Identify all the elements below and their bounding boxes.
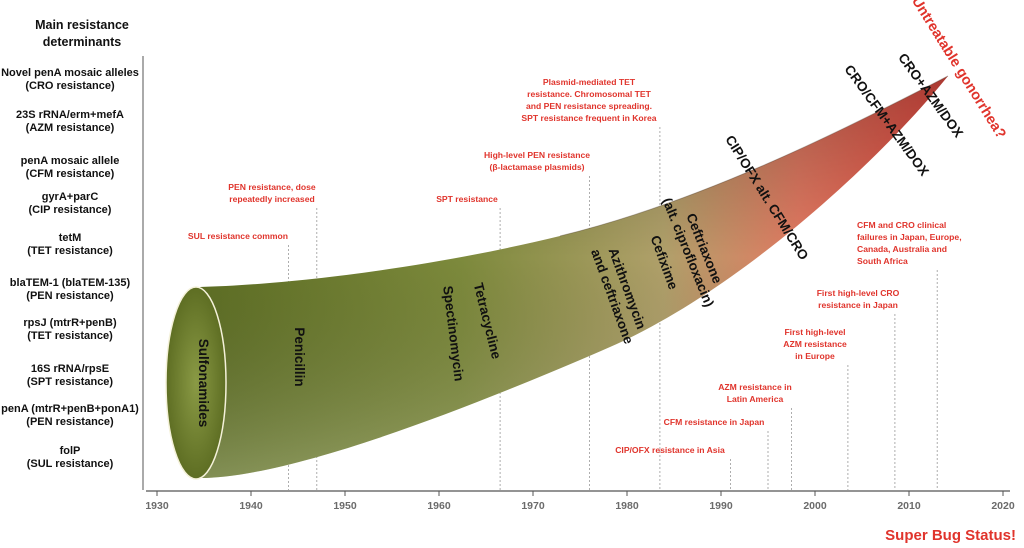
determinants-title-line2: determinants — [43, 35, 122, 49]
drug-label-penicillin: Penicillin — [292, 327, 307, 386]
event-annotation-line: Plasmid-mediated TET — [543, 77, 636, 87]
determinant-name: tetM — [59, 232, 82, 244]
year-tick-label: 1930 — [145, 500, 169, 512]
event-annotation-line: South Africa — [857, 256, 908, 266]
determinants-column: Main resistance determinants Novel penA … — [1, 18, 139, 470]
year-tick-label: 1990 — [709, 500, 733, 512]
determinant-name: 23S rRNA/erm+mefA — [16, 109, 124, 121]
drug-label-sulfonamides: Sulfonamides — [196, 339, 211, 428]
event-annotations: SUL resistance common PEN resistance, dos… — [188, 77, 962, 455]
resistance-horn — [165, 75, 949, 480]
event-annotation-line: SPT resistance — [436, 194, 498, 204]
event-annotation-line: resistance. Chromosomal TET — [527, 89, 651, 99]
event-annotation-line: First high-level CRO — [817, 288, 900, 298]
event-annotation-line: in Europe — [795, 351, 835, 361]
year-tick-label: 2000 — [803, 500, 827, 512]
event-annotation-line: First high-level — [784, 327, 845, 337]
determinant-resistance: (AZM resistance) — [26, 122, 115, 134]
determinant-resistance: (TET resistance) — [27, 245, 113, 257]
determinant-resistance: (PEN resistance) — [26, 416, 114, 428]
determinant-resistance: (SPT resistance) — [27, 376, 114, 388]
determinant-resistance: (PEN resistance) — [26, 290, 114, 302]
event-annotation-line: SUL resistance common — [188, 231, 288, 241]
determinant-resistance: (SUL resistance) — [27, 458, 114, 470]
determinant-name: rpsJ (mtrR+penB) — [23, 317, 117, 329]
year-axis: 1930 1940 1950 1960 1970 1980 1990 2000 2010 2020 — [145, 490, 1015, 512]
event-annotation-line: CFM resistance in Japan — [664, 417, 765, 427]
determinant-resistance: (CFM resistance) — [26, 168, 115, 180]
horn-top-edge — [559, 75, 949, 237]
determinant-resistance: (TET resistance) — [27, 330, 113, 342]
event-annotation-line: Canada, Australia and — [857, 244, 947, 254]
event-annotation-line: (β-lactamase plasmids) — [489, 162, 584, 172]
determinant-name: blaTEM-1 (blaTEM-135) — [10, 277, 131, 289]
event-annotation-line: CFM and CRO clinical — [857, 220, 946, 230]
determinant-resistance: (CRO resistance) — [25, 80, 115, 92]
year-tick-label: 1980 — [615, 500, 639, 512]
horn-mouth — [165, 286, 227, 480]
event-annotation-line: Latin America — [727, 394, 784, 404]
year-tick-label: 2020 — [991, 500, 1015, 512]
year-tick-label: 1970 — [521, 500, 545, 512]
determinant-name: folP — [60, 445, 81, 457]
event-annotation-line: AZM resistance in — [718, 382, 792, 392]
event-annotation-line: High-level PEN resistance — [484, 150, 590, 160]
determinant-resistance: (CIP resistance) — [29, 204, 112, 216]
year-tick-label: 1940 — [239, 500, 263, 512]
determinant-name: Novel penA mosaic alleles — [1, 67, 139, 79]
year-tick-label: 2010 — [897, 500, 921, 512]
event-annotation-line: resistance in Japan — [818, 300, 898, 310]
year-tick-label: 1960 — [427, 500, 451, 512]
event-annotation-line: AZM resistance — [783, 339, 847, 349]
year-tick-label: 1950 — [333, 500, 357, 512]
determinant-name: 16S rRNA/rpsE — [31, 363, 109, 375]
event-annotation-line: SPT resistance frequent in Korea — [521, 113, 656, 123]
determinant-name: penA (mtrR+penB+ponA1) — [1, 403, 139, 415]
event-annotation-line: PEN resistance, dose — [228, 182, 316, 192]
determinant-name: gyrA+parC — [42, 191, 99, 203]
determinants-title-line1: Main resistance — [35, 18, 129, 32]
horn-shading — [200, 76, 948, 478]
event-annotation-line: repeatedly increased — [229, 194, 315, 204]
event-annotation-line: and PEN resistance spreading. — [526, 101, 652, 111]
determinant-name: penA mosaic allele — [21, 155, 120, 167]
event-annotation-line: failures in Japan, Europe, — [857, 232, 962, 242]
event-annotation-line: CIP/OFX resistance in Asia — [615, 445, 725, 455]
superbug-headline: Super Bug Status! — [885, 527, 1016, 544]
